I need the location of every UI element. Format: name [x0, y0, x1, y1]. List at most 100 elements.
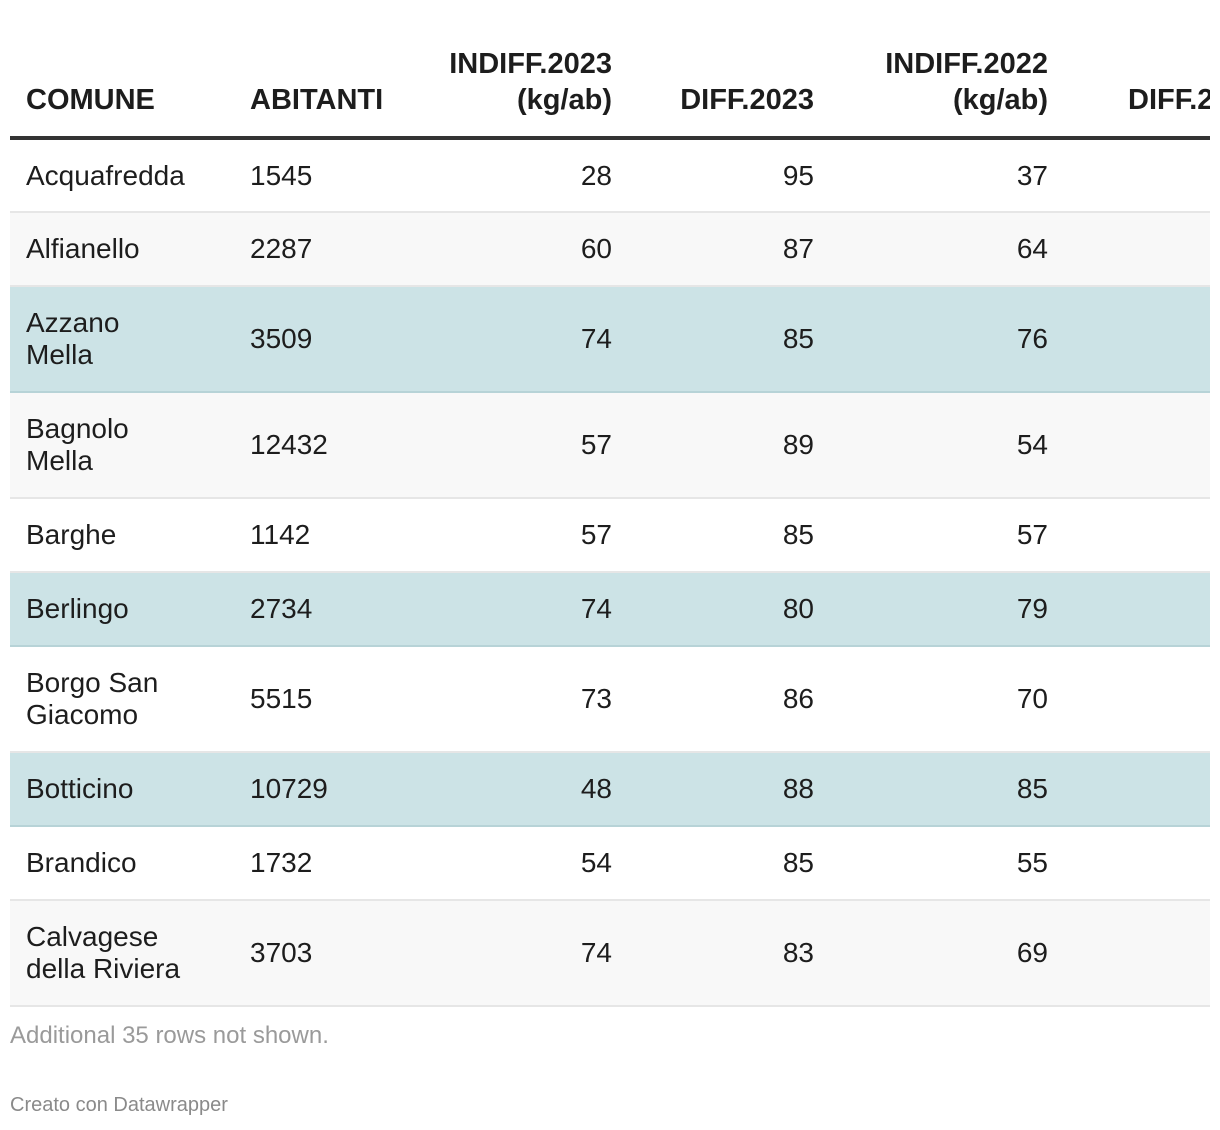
cell-comune-line1: Brandico	[26, 847, 137, 878]
cell-abitanti: 3703	[234, 900, 394, 1007]
credit-link[interactable]: Creato con Datawrapper	[10, 1094, 228, 1116]
table-row: Berlingo 2734 74 80 79	[10, 572, 1210, 647]
cell-diff2022	[1064, 572, 1210, 647]
cell-indiff2023: 57	[394, 498, 628, 573]
cell-indiff2022: 64	[830, 212, 1064, 287]
cell-diff2023: 85	[628, 286, 830, 393]
cell-diff2022	[1064, 646, 1210, 753]
cell-indiff2023: 74	[394, 572, 628, 647]
header-diff-2022[interactable]: DIFF.2022	[1064, 0, 1210, 140]
cell-comune-line1: Bagnolo	[26, 413, 129, 444]
cell-diff2023: 88	[628, 752, 830, 827]
cell-diff2023: 95	[628, 138, 830, 213]
cell-abitanti: 12432	[234, 392, 394, 499]
header-abitanti[interactable]: ABITANTI	[234, 0, 394, 140]
cell-indiff2023: 28	[394, 138, 628, 213]
data-table: COMUNE ABITANTI INDIFF.2023 (kg/ab) DIFF.…	[10, 0, 1210, 1007]
table-row: Acquafredda 1545 28 95 37	[10, 138, 1210, 213]
header-row: COMUNE ABITANTI INDIFF.2023 (kg/ab) DIFF.…	[10, 0, 1210, 140]
cell-comune: Alfianello	[10, 212, 234, 287]
cell-diff2022	[1064, 392, 1210, 499]
cell-comune-line2: Giacomo	[26, 699, 139, 730]
cell-indiff2022: 55	[830, 826, 1064, 901]
cell-indiff2022: 79	[830, 572, 1064, 647]
cell-indiff2022: 85	[830, 752, 1064, 827]
cell-indiff2023: 74	[394, 286, 628, 393]
cell-abitanti: 5515	[234, 646, 394, 753]
cell-indiff2023: 48	[394, 752, 628, 827]
cell-indiff2023: 73	[394, 646, 628, 753]
cell-diff2022	[1064, 286, 1210, 393]
cell-comune-line2: della Riviera	[26, 953, 181, 984]
header-comune[interactable]: COMUNE	[10, 0, 234, 140]
cell-abitanti: 10729	[234, 752, 394, 827]
cell-indiff2022: 69	[830, 900, 1064, 1007]
cell-abitanti: 1732	[234, 826, 394, 901]
table-row: Borgo San Giacomo 5515 73 86 70	[10, 646, 1210, 753]
cell-diff2023: 87	[628, 212, 830, 287]
cell-diff2022	[1064, 826, 1210, 901]
table-row: Azzano Mella 3509 74 85 76	[10, 286, 1210, 393]
cell-comune: Bagnolo Mella	[10, 392, 234, 499]
cell-indiff2022: 76	[830, 286, 1064, 393]
header-indiff-2023-line1: INDIFF.2023	[449, 48, 612, 80]
cell-indiff2022: 37	[830, 138, 1064, 213]
cell-diff2022	[1064, 212, 1210, 287]
table-row: Botticino 10729 48 88 85	[10, 752, 1210, 827]
cell-abitanti: 2287	[234, 212, 394, 287]
header-indiff-2023-line2: (kg/ab)	[516, 84, 612, 116]
cell-comune: Berlingo	[10, 572, 234, 647]
cell-diff2022	[1064, 138, 1210, 213]
cell-comune-line1: Acquafredda	[26, 159, 185, 191]
cell-indiff2022: 70	[830, 646, 1064, 753]
cell-comune-line2: Mella	[26, 445, 93, 476]
table-frame: COMUNE ABITANTI INDIFF.2023 (kg/ab) DIFF.…	[10, 0, 1210, 1130]
cell-abitanti: 2734	[234, 572, 394, 647]
table-notes: Additional 35 rows not shown.	[10, 1022, 329, 1049]
header-indiff-2022[interactable]: INDIFF.2022 (kg/ab)	[830, 0, 1064, 140]
cell-abitanti: 1142	[234, 498, 394, 573]
table-row: Calvagese della Riviera 3703 74 83 69	[10, 900, 1210, 1007]
table-row: Brandico 1732 54 85 55	[10, 826, 1210, 901]
cell-indiff2022: 54	[830, 392, 1064, 499]
header-indiff-2023[interactable]: INDIFF.2023 (kg/ab)	[394, 0, 628, 140]
header-indiff-2022-line1: INDIFF.2022	[885, 48, 1048, 80]
cell-comune: Brandico	[10, 826, 234, 901]
table-row: Alfianello 2287 60 87 64	[10, 212, 1210, 287]
cell-diff2023: 89	[628, 392, 830, 499]
cell-comune-line1: Botticino	[26, 773, 134, 804]
header-indiff-2022-line2: (kg/ab)	[952, 84, 1048, 116]
cell-diff2022	[1064, 752, 1210, 827]
cell-comune-line2: Mella	[26, 339, 93, 370]
cell-indiff2022: 57	[830, 498, 1064, 573]
cell-comune: Borgo San Giacomo	[10, 646, 234, 753]
table-row: Barghe 1142 57 85 57	[10, 498, 1210, 573]
cell-diff2022	[1064, 498, 1210, 573]
cell-comune: Calvagese della Riviera	[10, 900, 234, 1007]
cell-comune-line1: Calvagese	[26, 921, 159, 952]
cell-diff2023: 80	[628, 572, 830, 647]
cell-comune: Acquafredda	[10, 138, 234, 213]
header-diff-2023[interactable]: DIFF.2023	[628, 0, 830, 140]
cell-indiff2023: 57	[394, 392, 628, 499]
cell-diff2023: 85	[628, 826, 830, 901]
cell-comune-line1: Berlingo	[26, 593, 129, 624]
cell-abitanti: 1545	[234, 138, 394, 213]
cell-diff2023: 83	[628, 900, 830, 1007]
cell-comune-line1: Azzano	[26, 307, 120, 338]
cell-diff2023: 85	[628, 498, 830, 573]
table-row: Bagnolo Mella 12432 57 89 54	[10, 392, 1210, 499]
cell-indiff2023: 54	[394, 826, 628, 901]
cell-comune: Barghe	[10, 498, 234, 573]
table-body: Acquafredda 1545 28 95 37 Alfianello 2287 60 87 6…	[10, 138, 1210, 1007]
cell-comune-line1: Alfianello	[26, 233, 140, 264]
cell-comune-line1: Borgo San	[26, 667, 159, 698]
cell-abitanti: 3509	[234, 286, 394, 393]
cell-comune-line1: Barghe	[26, 519, 117, 550]
cell-comune: Botticino	[10, 752, 234, 827]
cell-diff2022	[1064, 900, 1210, 1007]
cell-indiff2023: 60	[394, 212, 628, 287]
cell-comune: Azzano Mella	[10, 286, 234, 393]
cell-diff2023: 86	[628, 646, 830, 753]
cell-indiff2023: 74	[394, 900, 628, 1007]
